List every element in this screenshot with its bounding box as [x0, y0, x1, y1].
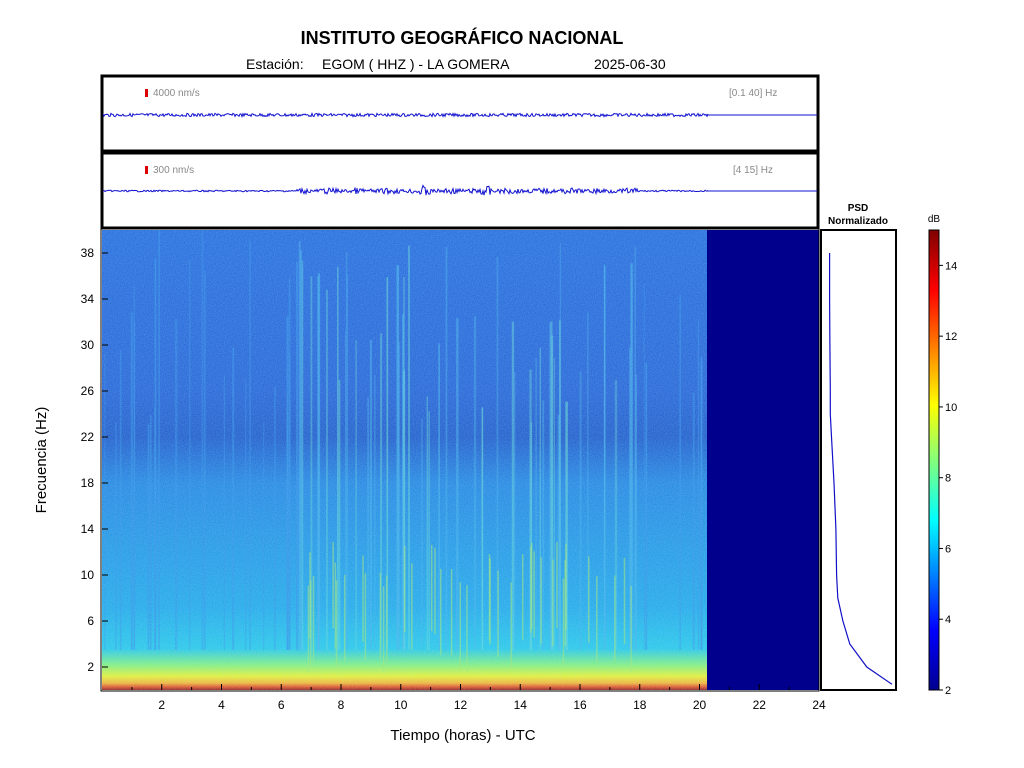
trace-panel-filtered: 300 nm/s [4 15] Hz — [100, 151, 820, 230]
no-data-region — [707, 230, 819, 690]
y-tick-label: 14 — [81, 522, 95, 536]
trace-scale-label: 300 nm/s — [153, 165, 194, 176]
x-tick-label: 22 — [753, 698, 767, 712]
colorbar-tick-label: 8 — [945, 473, 951, 485]
psd-title: PSD — [848, 203, 869, 214]
scale-marker-icon — [145, 166, 148, 174]
x-tick-label: 12 — [454, 698, 468, 712]
y-tick-label: 30 — [81, 338, 95, 352]
psd-curve — [829, 253, 893, 685]
x-axis: 2 4 6 8 10 12 14 16 18 20 22 24 — [131, 684, 826, 712]
x-tick-label: 14 — [514, 698, 528, 712]
x-tick-label: 2 — [158, 698, 165, 712]
x-tick-label: 10 — [394, 698, 408, 712]
x-tick-label: 4 — [218, 698, 225, 712]
colorbar-tick-label: 10 — [945, 402, 957, 414]
colorbar-tick-label: 14 — [945, 260, 957, 272]
station-name: EGOM ( HHZ ) - LA GOMERA — [322, 56, 510, 72]
colorbar-tick-label: 4 — [945, 614, 951, 626]
seismogram-trace — [102, 184, 709, 196]
y-tick-label: 34 — [81, 292, 95, 306]
scale-marker-icon — [145, 89, 148, 97]
y-tick-label: 10 — [81, 568, 95, 582]
colorbar: dB 2 4 6 8 10 12 14 — [928, 214, 957, 697]
colorbar-tick-label: 6 — [945, 543, 951, 555]
psd-subtitle: Normalizado — [828, 216, 888, 227]
station-label: Estación: — [246, 56, 304, 72]
date-label: 2025-06-30 — [594, 56, 666, 72]
seismogram-trace — [102, 112, 709, 118]
colorbar-ticks: 2 4 6 8 10 12 14 — [939, 260, 957, 697]
x-axis-label: Tiempo (horas) - UTC — [390, 727, 535, 744]
x-tick-label: 18 — [633, 698, 647, 712]
trace-band-label: [0.1 40] Hz — [729, 88, 777, 99]
y-tick-label: 2 — [87, 660, 94, 674]
spectrogram-noise — [102, 230, 707, 690]
trace-scale-label: 4000 nm/s — [153, 88, 200, 99]
y-axis-label: Frecuencia (Hz) — [33, 407, 50, 514]
y-tick-label: 22 — [81, 430, 95, 444]
trace-band-label: [4 15] Hz — [733, 165, 773, 176]
trace-panel-broadband: 4000 nm/s [0.1 40] Hz — [100, 74, 820, 153]
y-tick-label: 26 — [81, 384, 95, 398]
colorbar-unit: dB — [928, 214, 941, 225]
x-tick-label: 16 — [573, 698, 587, 712]
spectrogram: 2 4 6 8 10 12 14 16 18 20 22 24 261014182226303438 … — [33, 228, 826, 744]
y-tick-label: 38 — [81, 246, 95, 260]
y-tick-label: 6 — [87, 614, 94, 628]
x-tick-label: 20 — [693, 698, 707, 712]
x-tick-label: 8 — [338, 698, 345, 712]
psd-panel: PSD Normalizado — [820, 203, 897, 691]
colorbar-tick-label: 2 — [945, 685, 951, 697]
chart-title: INSTITUTO GEOGRÁFICO NACIONAL — [300, 28, 624, 48]
x-tick-label: 6 — [278, 698, 285, 712]
x-tick-label: 24 — [812, 698, 826, 712]
y-tick-label: 18 — [81, 476, 95, 490]
colorbar-tick-label: 12 — [945, 331, 957, 343]
